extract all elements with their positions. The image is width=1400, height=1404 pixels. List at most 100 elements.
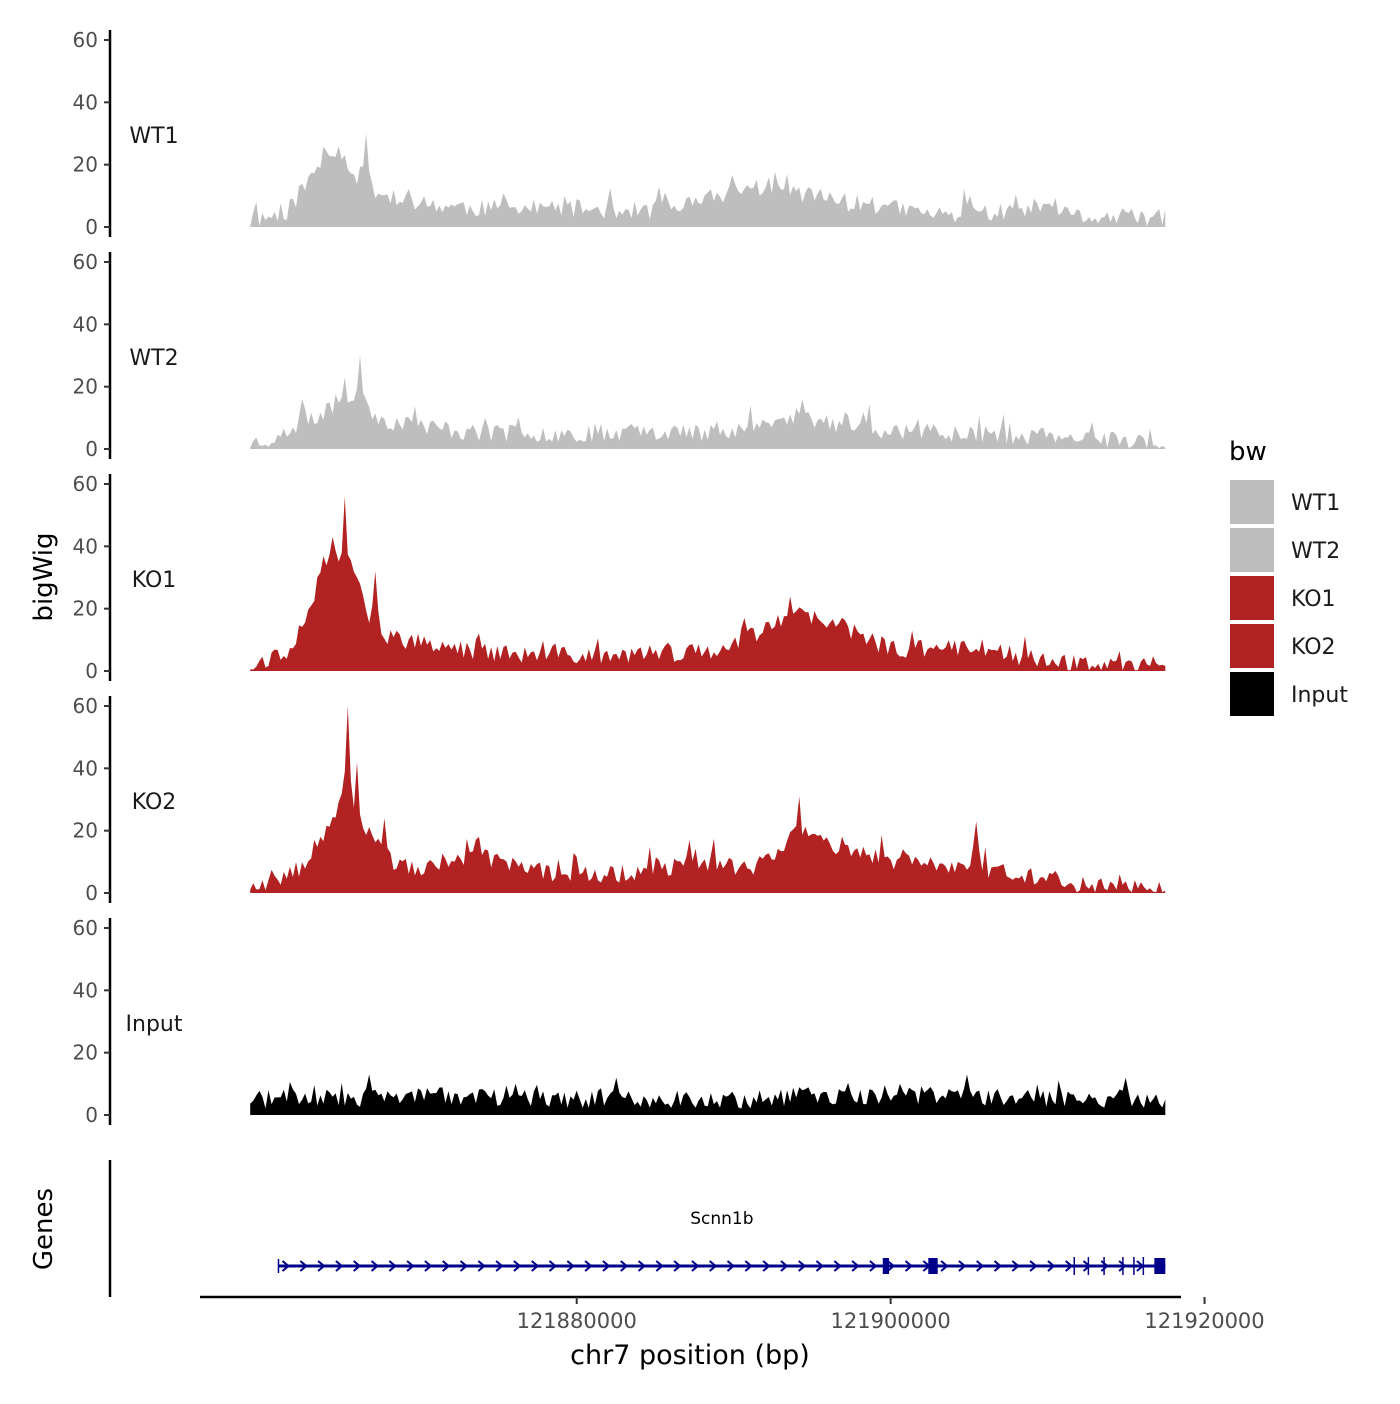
strand-arrow	[780, 1260, 789, 1272]
strand-arrow	[958, 1260, 967, 1272]
track-label: KO2	[132, 790, 177, 815]
track-label: KO1	[132, 568, 177, 593]
track-input: 0 20 40 60 Input	[73, 916, 1166, 1127]
signal-area-ko2	[250, 706, 1166, 893]
strand-arrow	[833, 1260, 842, 1272]
track-label: Input	[126, 1012, 183, 1037]
y-tick-label: 60	[73, 28, 98, 52]
strand-arrow	[584, 1260, 593, 1272]
strand-arrow	[442, 1260, 451, 1272]
strand-arrow	[655, 1260, 664, 1272]
y-tick-label: 60	[73, 250, 98, 274]
strand-arrow	[602, 1260, 611, 1272]
legend-label-input: Input	[1291, 683, 1348, 708]
strand-arrow	[299, 1260, 308, 1272]
gene-name-label: Scnn1b	[690, 1209, 753, 1229]
genes-axis-label: Genes	[29, 1188, 59, 1270]
x-tick-label: 121900000	[830, 1309, 950, 1333]
gene-scnn1b: Scnn1b	[277, 1209, 1166, 1275]
legend-label-wt2: WT2	[1291, 539, 1340, 564]
exon-block	[882, 1258, 890, 1274]
strand-arrow	[353, 1260, 362, 1272]
y-tick-label: 40	[73, 534, 98, 558]
exon-block	[928, 1258, 938, 1274]
strand-arrow	[1118, 1260, 1127, 1272]
strand-arrow	[869, 1260, 878, 1272]
y-tick-label: 40	[73, 312, 98, 336]
strand-arrow	[495, 1260, 504, 1272]
strand-arrow	[1082, 1260, 1092, 1272]
exon-block	[1154, 1258, 1166, 1274]
legend-swatch-wt2	[1230, 528, 1274, 572]
y-tick-label: 60	[73, 472, 98, 496]
strand-arrow	[531, 1260, 540, 1272]
y-tick-label: 20	[73, 597, 98, 621]
strand-arrow	[993, 1260, 1003, 1272]
strand-arrow	[406, 1260, 415, 1272]
strand-arrow	[424, 1260, 433, 1272]
strand-arrow	[887, 1260, 896, 1272]
legend-swatch-ko1	[1230, 576, 1274, 620]
strand-arrow	[388, 1260, 397, 1272]
strand-arrow	[1011, 1260, 1020, 1272]
strand-arrow	[726, 1260, 736, 1272]
y-tick-label: 60	[73, 694, 98, 718]
y-tick-label: 0	[85, 1103, 98, 1127]
strand-arrow	[513, 1260, 522, 1272]
y-tick-label: 40	[73, 90, 98, 114]
y-tick-label: 40	[73, 978, 98, 1002]
strand-arrow	[904, 1260, 914, 1272]
signal-area-input	[250, 1074, 1166, 1115]
y-tick-label: 40	[73, 756, 98, 780]
y-tick-label: 20	[73, 819, 98, 843]
strand-arrow	[1100, 1260, 1109, 1272]
x-tick-label: 121920000	[1144, 1309, 1264, 1333]
legend-label-wt1: WT1	[1291, 491, 1340, 516]
track-label: WT1	[129, 124, 178, 149]
y-tick-label: 0	[85, 437, 98, 461]
y-tick-label: 0	[85, 659, 98, 683]
legend-swatch-ko2	[1230, 624, 1274, 668]
strand-arrow	[1029, 1260, 1038, 1272]
track-label: WT2	[129, 346, 178, 371]
strand-arrow	[815, 1260, 825, 1272]
signal-area-ko1	[250, 496, 1166, 671]
strand-arrow	[744, 1260, 753, 1272]
signal-area-wt1	[250, 133, 1166, 227]
strand-arrow	[1065, 1260, 1074, 1272]
y-tick-label: 20	[73, 153, 98, 177]
strand-arrow	[762, 1260, 771, 1272]
strand-arrow	[976, 1260, 985, 1272]
strand-arrow	[620, 1260, 629, 1272]
strand-arrow	[691, 1260, 700, 1272]
strand-arrow	[637, 1260, 647, 1272]
strand-arrow	[940, 1260, 949, 1272]
legend-swatch-input	[1230, 672, 1274, 716]
y-axis-label: bigWig	[29, 532, 59, 621]
y-tick-label: 20	[73, 1041, 98, 1065]
y-tick-label: 0	[85, 215, 98, 239]
y-tick-label: 0	[85, 881, 98, 905]
legend-swatch-wt1	[1230, 480, 1274, 524]
legend-title: bw	[1229, 437, 1267, 467]
x-tick-label: 121880000	[517, 1309, 637, 1333]
strand-arrow	[851, 1260, 860, 1272]
strand-arrow	[317, 1260, 326, 1272]
y-tick-label: 20	[73, 375, 98, 399]
strand-arrow	[477, 1260, 486, 1272]
track-wt1: 0 20 40 60 WT1	[73, 28, 1166, 239]
track-ko2: 0 20 40 60 KO2	[73, 694, 1166, 905]
strand-arrow	[335, 1260, 344, 1272]
strand-arrow	[566, 1260, 575, 1272]
strand-arrow	[459, 1260, 469, 1272]
strand-arrow	[798, 1260, 807, 1272]
signal-area-wt2	[250, 355, 1166, 449]
strand-arrow	[548, 1260, 558, 1272]
strand-arrow	[673, 1260, 682, 1272]
track-wt2: 0 20 40 60 WT2	[73, 250, 1166, 461]
y-tick-label: 60	[73, 916, 98, 940]
legend-label-ko1: KO1	[1291, 587, 1336, 612]
strand-arrow	[709, 1260, 718, 1272]
